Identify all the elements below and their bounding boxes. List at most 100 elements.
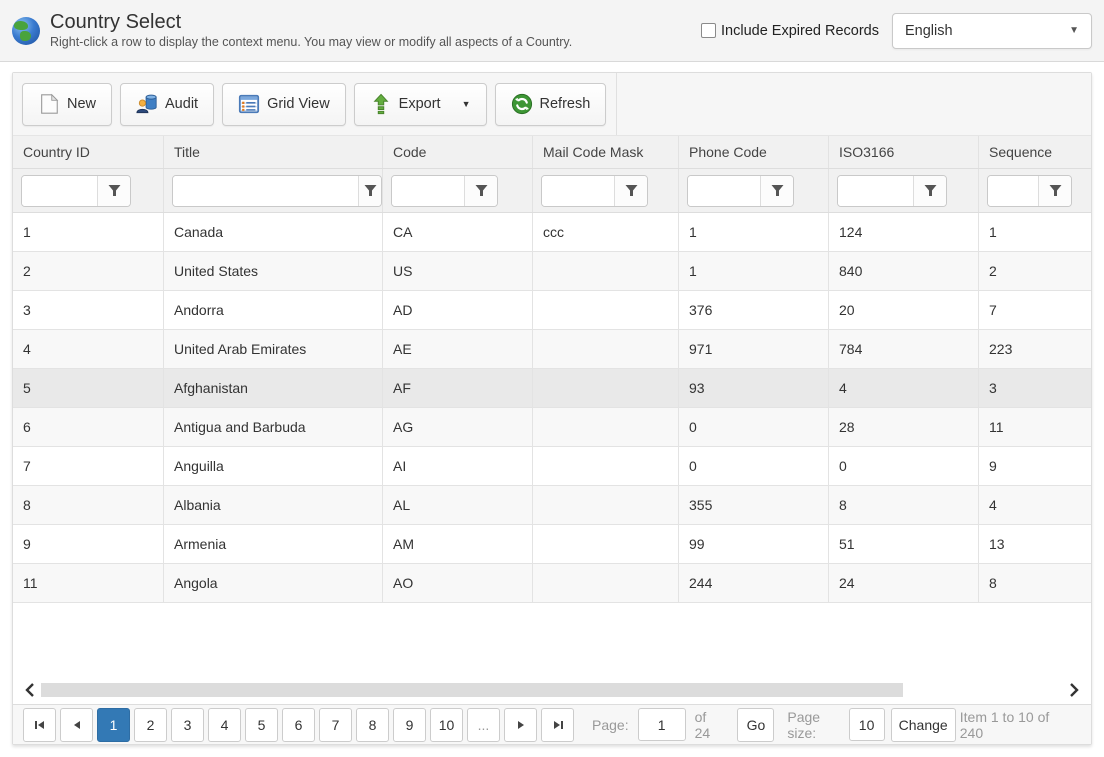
column-header-country-id[interactable]: Country ID (13, 136, 164, 168)
language-select[interactable]: English ▼ (892, 12, 1092, 49)
filter-funnel-icon[interactable] (760, 175, 793, 206)
filter-input-title[interactable] (173, 175, 358, 206)
filter-group (541, 174, 648, 207)
cell-mail-code-mask (533, 330, 679, 368)
filter-cell-code (383, 169, 533, 212)
cell-country-id: 9 (13, 525, 164, 563)
cell-phone-code: 376 (679, 291, 829, 329)
column-header-iso3166[interactable]: ISO3166 (829, 136, 979, 168)
cell-country-id: 11 (13, 564, 164, 602)
cell-sequence: 9 (989, 458, 997, 474)
new-button[interactable]: New (22, 82, 113, 126)
table-row[interactable]: 6 Antigua and Barbuda AG 0 28 11 (13, 408, 1091, 447)
table-row[interactable]: 8 Albania AL 355 8 4 (13, 486, 1091, 525)
cell-code: AD (383, 291, 533, 329)
prev-page-button[interactable] (60, 707, 93, 742)
filter-funnel-icon[interactable] (464, 175, 497, 206)
cell-phone-code: 244 (679, 564, 829, 602)
page-button-7[interactable]: 7 (319, 707, 352, 742)
cell-title: Anguilla (164, 447, 383, 485)
filter-cell-country-id (13, 169, 164, 212)
go-button[interactable]: Go (737, 707, 775, 742)
page-size-label: Page size: (787, 708, 821, 741)
cell-phone-code: 0 (679, 408, 829, 446)
page-button-1[interactable]: 1 (97, 707, 130, 742)
page-label: Page: (592, 716, 629, 733)
cell-code: CA (383, 213, 533, 251)
table-row[interactable]: 4 United Arab Emirates AE 971 784 223 (13, 330, 1091, 369)
column-header-title[interactable]: Title (164, 136, 383, 168)
page-number-input[interactable] (637, 708, 686, 741)
cell-phone-code: 1 (679, 252, 829, 290)
page-button-10[interactable]: 10 (430, 707, 463, 742)
column-header-code[interactable]: Code (383, 136, 533, 168)
cell-title: United States (164, 252, 383, 290)
filter-input-country-id[interactable] (22, 175, 97, 206)
cell-phone-code: 1 (679, 213, 829, 251)
table-row[interactable]: 9 Armenia AM 99 51 13 (13, 525, 1091, 564)
filter-input-code[interactable] (392, 175, 464, 206)
table-row[interactable]: 5 Afghanistan AF 93 4 3 (13, 369, 1091, 408)
table-row[interactable]: 11 Angola AO 244 24 8 (13, 564, 1091, 603)
column-header-mail-code-mask[interactable]: Mail Code Mask (533, 136, 679, 168)
toolbar-button-label: New (67, 96, 97, 112)
cell-title: Albania (164, 486, 383, 524)
cell-mail-code-mask (533, 291, 679, 329)
cell-country-id: 7 (13, 447, 164, 485)
filter-cell-phone-code (679, 169, 829, 212)
cell-country-id: 8 (13, 486, 164, 524)
audit-button[interactable]: Audit (120, 82, 215, 126)
page-button-6[interactable]: 6 (282, 707, 315, 742)
page-button-2[interactable]: 2 (134, 707, 167, 742)
header-controls: Include Expired Records English ▼ (701, 12, 1092, 49)
toolbar-button-label: Grid View (267, 96, 330, 112)
cell-mail-code-mask (533, 447, 679, 485)
filter-input-iso3166[interactable] (838, 175, 913, 206)
refresh-button[interactable]: Refresh (494, 82, 607, 126)
cell-title: Antigua and Barbuda (164, 408, 383, 446)
table-row[interactable]: 7 Anguilla AI 0 0 9 (13, 447, 1091, 486)
scroll-right-icon[interactable] (1067, 682, 1081, 698)
filter-input-phone-code[interactable] (688, 175, 760, 206)
page-button-5[interactable]: 5 (245, 707, 278, 742)
page-button-8[interactable]: 8 (356, 707, 389, 742)
next-page-button[interactable] (504, 707, 537, 742)
cell-phone-code: 99 (679, 525, 829, 563)
dropdown-caret-icon[interactable]: ▼ (461, 99, 471, 109)
table-row[interactable]: 2 United States US 1 840 2 (13, 252, 1091, 291)
column-header-sequence[interactable]: Sequence (989, 144, 1053, 160)
cell-title: United Arab Emirates (164, 330, 383, 368)
page-button-4[interactable]: 4 (208, 707, 241, 742)
filter-funnel-icon[interactable] (97, 175, 130, 206)
cell-title: Armenia (164, 525, 383, 563)
page-size-input[interactable] (848, 708, 885, 741)
include-expired-checkbox[interactable] (701, 23, 717, 38)
export-button[interactable]: Export ▼ (353, 82, 487, 126)
filter-input-mail-code-mask[interactable] (542, 175, 614, 206)
column-header-phone-code[interactable]: Phone Code (679, 136, 829, 168)
table-row[interactable]: 1 Canada CA ccc 1 124 1 (13, 213, 1091, 252)
cell-country-id: 5 (13, 369, 164, 407)
cell-code: AO (383, 564, 533, 602)
scroll-left-icon[interactable] (23, 682, 37, 698)
filter-funnel-icon[interactable] (358, 175, 381, 206)
filter-funnel-icon[interactable] (913, 175, 946, 206)
first-page-button[interactable] (23, 707, 56, 742)
change-page-size-button[interactable]: Change (890, 707, 956, 742)
table-row[interactable]: 3 Andorra AD 376 20 7 (13, 291, 1091, 330)
filter-input-sequence[interactable] (988, 175, 1038, 206)
scrollbar-thumb[interactable] (41, 683, 903, 697)
filter-funnel-icon[interactable] (614, 175, 647, 206)
page-button-9[interactable]: 9 (393, 707, 426, 742)
filter-group (21, 174, 131, 207)
cell-mail-code-mask (533, 252, 679, 290)
country-grid-panel: New Audit Grid View Export ▼ Refresh Country … (12, 72, 1092, 745)
items-range-label: Item 1 to 10 of 240 (959, 708, 1050, 741)
grid-view-button[interactable]: Grid View (222, 82, 346, 126)
grid-header-row: Country ID Title Code Mail Code Mask Phone C… (13, 136, 1091, 169)
page-button-3[interactable]: 3 (171, 707, 204, 742)
more-pages-button[interactable]: ... (467, 707, 500, 742)
filter-funnel-icon[interactable] (1038, 175, 1071, 206)
cell-iso3166: 8 (829, 486, 979, 524)
last-page-button[interactable] (541, 707, 574, 742)
